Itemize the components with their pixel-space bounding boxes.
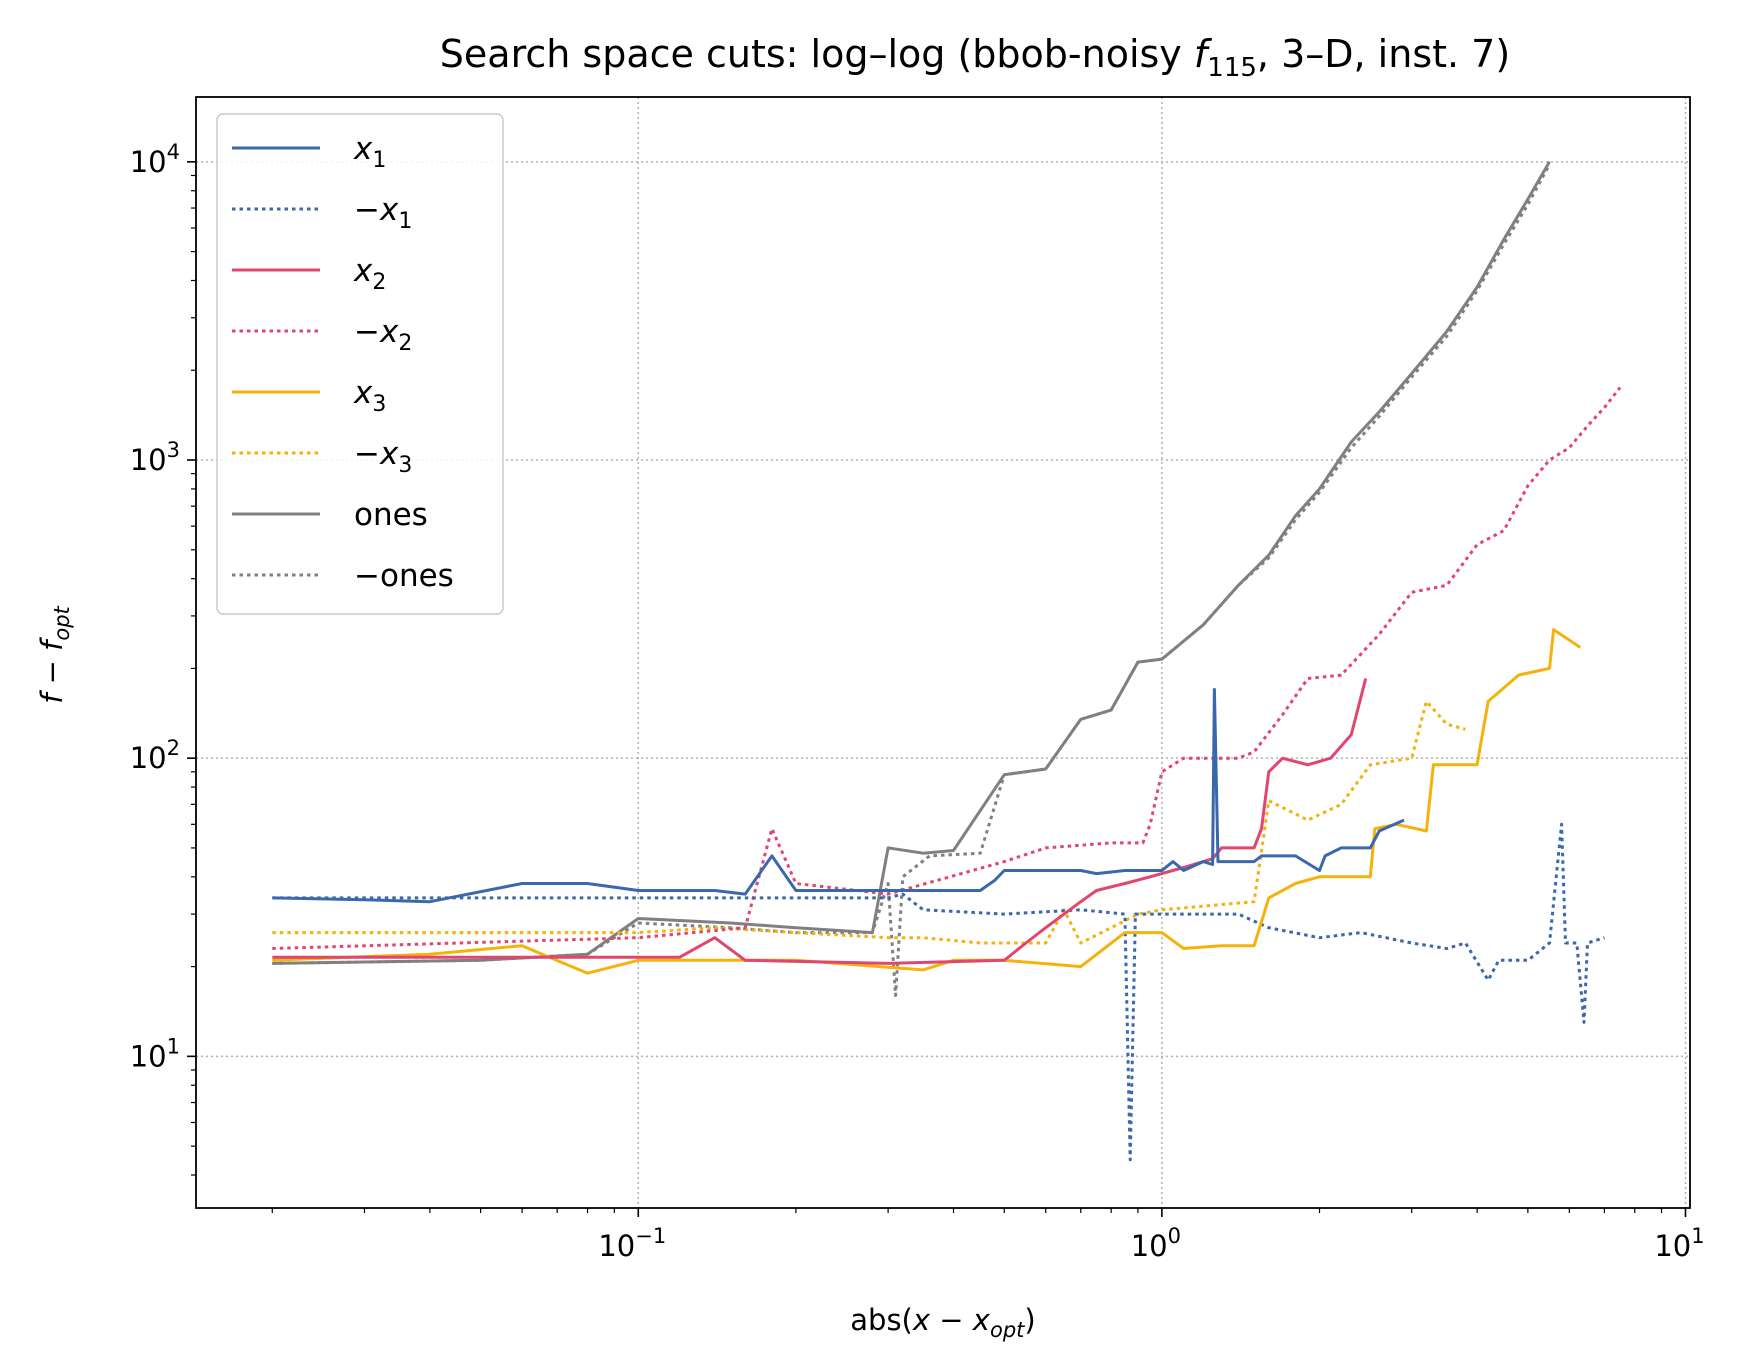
y-tick-label: 101 <box>130 1034 180 1073</box>
legend-label-neg-x2: −x2 <box>354 314 412 356</box>
series-line-x2 <box>272 678 1368 965</box>
legend-label-neg-ones: −ones <box>354 558 454 594</box>
x-tick-label: 10−1 <box>598 1224 666 1263</box>
legend-label-ones: ones <box>354 497 428 533</box>
series-line-neg-x3 <box>272 699 1466 945</box>
legend-label-neg-x1: −x1 <box>354 192 412 234</box>
x-tick-label: 101 <box>1654 1224 1704 1263</box>
chart-title: Search space cuts: log–log (bbob-noisy f… <box>440 32 1510 83</box>
legend-label-neg-x3: −x3 <box>354 436 412 478</box>
legend: x1 −x1 x2 −x2 x3 −x3 ones −ones <box>216 113 504 615</box>
grid-lines <box>196 97 1690 1208</box>
y-tick-label: 104 <box>130 140 180 179</box>
series-layer <box>272 161 1622 1162</box>
y-tick-label: 103 <box>130 438 180 477</box>
legend-box <box>216 113 504 615</box>
x-tick-label: 100 <box>1131 1224 1181 1263</box>
plot-frame <box>195 96 1691 1209</box>
legend-label-x2: x2 <box>353 253 386 295</box>
legend-label-x3: x3 <box>353 375 386 417</box>
series-line-x1 <box>272 688 1405 904</box>
y-tick-label: 102 <box>130 736 180 775</box>
x-axis-label: abs(x − xopt) <box>850 1303 1035 1342</box>
legend-label-x1: x1 <box>353 131 386 173</box>
series-line-ones <box>272 161 1551 965</box>
axis-ticks: 10−1 100 101 101 102 103 104 <box>130 140 1705 1263</box>
series-line-neg-x1 <box>272 822 1605 1162</box>
